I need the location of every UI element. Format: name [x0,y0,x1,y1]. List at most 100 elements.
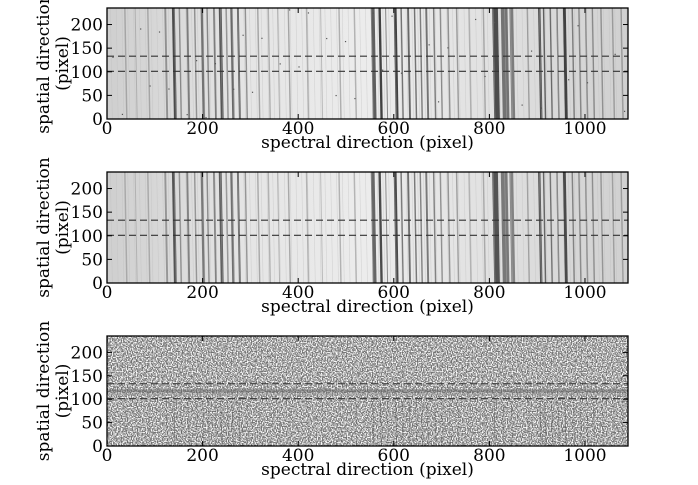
residual-streak [426,401,429,446]
residual-streak [493,401,496,446]
absorption-line [206,172,210,283]
faint-line [191,8,194,119]
absorption-line [591,8,596,119]
speckle [261,37,263,39]
residual-streak [148,401,151,446]
y-tick-label: 200 [71,343,103,363]
faint-line [539,8,542,119]
faint-line [226,172,229,283]
x-tick-label: 0 [102,446,113,466]
faint-line [376,8,380,119]
faint-line [440,172,444,283]
residual-streak [457,401,460,446]
y-axis-label-line2: (pixel) [53,200,73,255]
speckle [354,97,356,100]
faint-line [411,8,415,119]
residual-streak [173,401,176,446]
faint-line [295,8,299,119]
x-tick-label: 0 [102,119,113,139]
residual-streak [355,401,358,446]
faint-line [481,172,484,283]
speckle [484,75,486,78]
absorption-line [305,8,310,119]
faint-line [370,8,374,119]
speckle [279,63,281,65]
faint-line [156,172,160,283]
x-tick-label: 0 [102,283,113,303]
faint-line [452,8,455,119]
residual-streak [421,401,424,446]
faint-line [301,8,304,119]
faint-line [307,8,310,119]
faint-line [353,8,357,119]
faint-line [156,8,160,119]
x-tick-label: 200 [186,283,218,303]
faint-line [608,8,612,119]
image-area [107,336,628,446]
absorption-line [611,172,616,283]
speckle [307,12,310,14]
residual-streak [180,401,183,446]
speckle [447,47,449,49]
speckle [568,79,570,81]
absorption-line [370,172,377,283]
x-tick-label: 1000 [563,446,606,466]
absorption-line [164,8,169,119]
absorption-line [134,172,138,283]
absorption-line [267,8,271,119]
residual-streak [202,401,205,446]
plot-frame [106,335,629,447]
speckle [251,91,254,93]
faint-line [162,8,165,119]
speckle [196,60,198,62]
x-tick-label: 800 [473,119,505,139]
faint-line [237,172,241,283]
absorption-line [562,172,568,283]
y-tick-label: 100 [71,63,103,83]
y-axis-label-line1: spatial direction [34,0,54,134]
faint-line [376,172,380,283]
y-tick-label: 200 [71,16,103,36]
faint-line [139,8,142,119]
residual-streak [258,401,261,446]
absorption-line [562,8,568,119]
faint-line [585,172,589,283]
residual-streak [528,401,531,446]
faint-line [463,172,467,283]
faint-line [289,172,293,283]
x-tick-label: 800 [473,446,505,466]
absorption-line [267,172,271,283]
absorption-line [287,172,292,283]
speckle [326,37,328,40]
absorption-line [425,8,430,119]
faint-line [295,172,299,283]
absorption-line [419,8,423,119]
residual-streak [136,401,139,446]
absorption-line [147,8,151,119]
faint-line [197,8,200,119]
absorption-line [407,8,411,119]
faint-line [237,8,241,119]
faint-line [428,8,432,119]
absorption-line [482,8,487,119]
speckle [140,28,142,30]
residual-streak [321,401,324,446]
absorption-line [571,8,575,119]
absorption-line [244,172,249,283]
speckle [121,113,124,116]
faint-line [249,8,252,119]
x-tick-label: 400 [282,283,314,303]
faint-line [208,172,212,283]
faint-line [394,172,397,283]
y-axis-label-line1: spatial direction [34,321,54,462]
faint-line [336,8,339,119]
faint-line [272,172,275,283]
residual-streak [395,401,398,446]
speckle [158,31,161,33]
faint-line [127,8,131,119]
absorption-line [482,172,487,283]
x-axis-label: spectral direction (pixel) [261,133,474,153]
residual-streak [586,401,589,446]
residual-streak [379,401,382,446]
faint-line [115,172,119,283]
